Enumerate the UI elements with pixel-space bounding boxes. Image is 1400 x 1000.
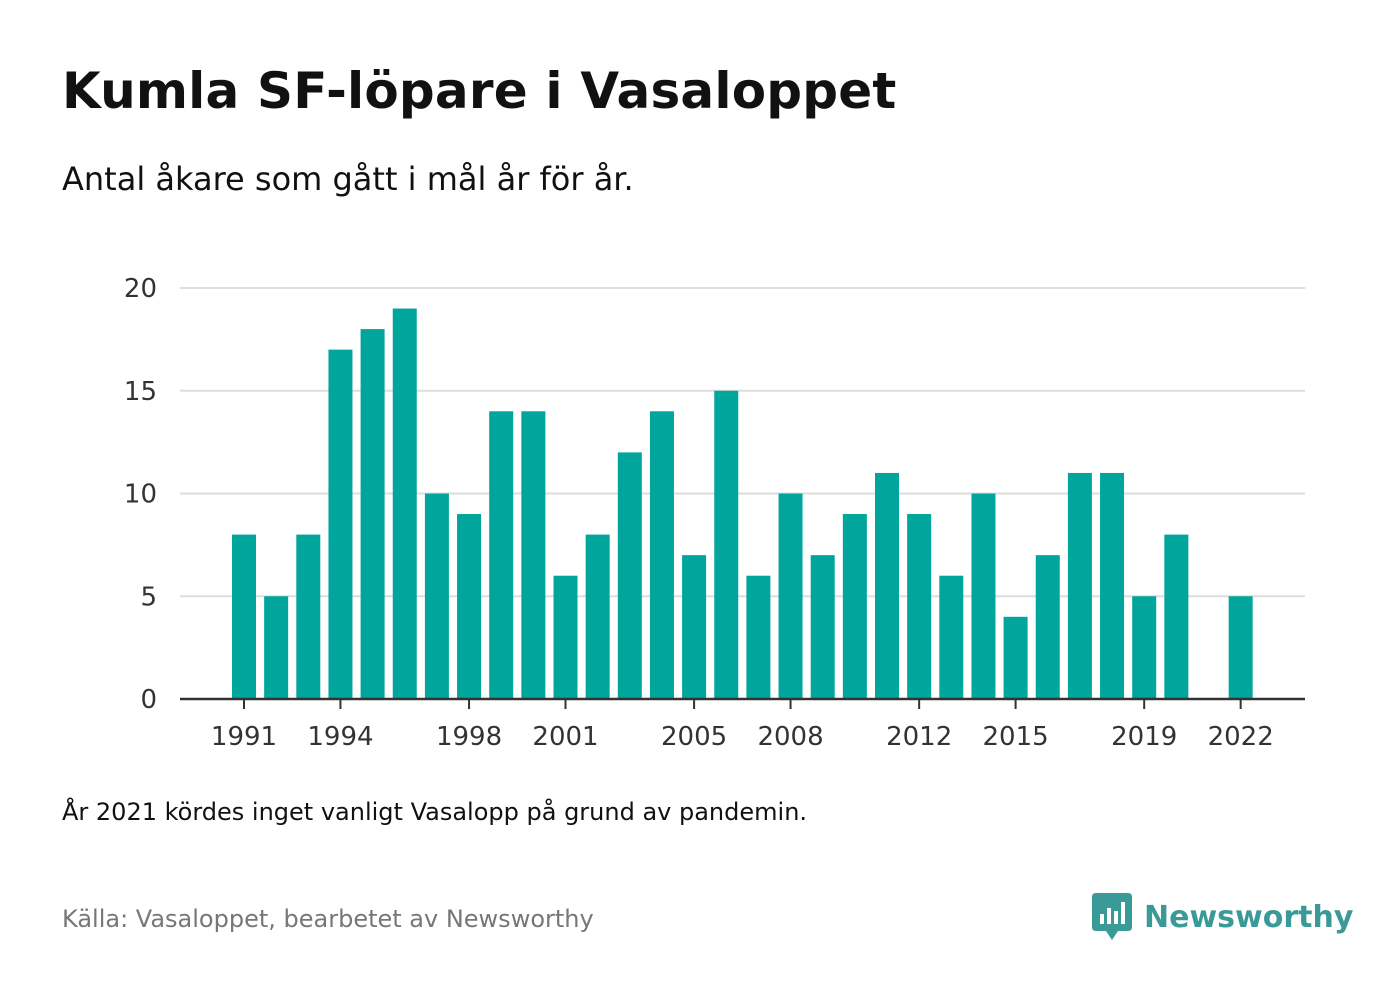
bar bbox=[553, 575, 578, 699]
x-tick-label: 1994 bbox=[307, 722, 373, 752]
bar bbox=[296, 534, 321, 699]
y-tick-label: 20 bbox=[124, 274, 157, 304]
bar bbox=[939, 575, 964, 699]
bar bbox=[424, 493, 449, 699]
x-tick-label: 1991 bbox=[211, 722, 277, 752]
y-tick-label: 15 bbox=[124, 377, 157, 407]
source-text: Källa: Vasaloppet, bearbetet av Newswort… bbox=[62, 905, 594, 933]
bars bbox=[232, 308, 1253, 699]
y-tick-label: 5 bbox=[140, 582, 157, 612]
bar bbox=[1132, 596, 1157, 699]
bar bbox=[842, 514, 867, 699]
footnote: År 2021 kördes inget vanligt Vasalopp på… bbox=[62, 798, 808, 826]
bar bbox=[971, 493, 996, 699]
bar bbox=[746, 575, 771, 699]
bar bbox=[1003, 616, 1028, 699]
bar bbox=[1228, 596, 1253, 699]
bar bbox=[392, 308, 417, 699]
bar bbox=[360, 329, 385, 699]
bar bbox=[907, 514, 932, 699]
x-axis-ticks: 1991 1994 1998 2001 2005 2008 2012 2015 2019 2022 bbox=[211, 699, 1274, 752]
bar bbox=[328, 349, 353, 699]
x-tick-label: 2005 bbox=[661, 722, 727, 752]
chart-title: Kumla SF-löpare i Vasaloppet bbox=[62, 62, 897, 120]
x-tick-label: 2008 bbox=[757, 722, 823, 752]
bar bbox=[1067, 472, 1092, 699]
bar bbox=[714, 390, 739, 699]
bar bbox=[682, 555, 707, 699]
x-tick-label: 2022 bbox=[1208, 722, 1274, 752]
bar bbox=[1100, 472, 1125, 699]
chart-subtitle: Antal åkare som gått i mål år för år. bbox=[62, 160, 634, 198]
x-tick-label: 1998 bbox=[436, 722, 502, 752]
y-axis-ticks: 0 5 10 15 20 bbox=[124, 274, 157, 715]
bar bbox=[264, 596, 289, 699]
bar bbox=[521, 411, 546, 699]
bar bbox=[875, 472, 899, 699]
brand-name: Newsworthy bbox=[1144, 899, 1354, 935]
newsworthy-logo-icon bbox=[1092, 893, 1132, 940]
y-tick-label: 0 bbox=[140, 685, 157, 715]
y-tick-label: 10 bbox=[124, 480, 157, 510]
bar bbox=[649, 411, 674, 699]
x-tick-label: 2001 bbox=[532, 722, 598, 752]
bar bbox=[1164, 534, 1189, 699]
bar bbox=[232, 534, 256, 699]
bar bbox=[778, 493, 803, 699]
bar bbox=[457, 514, 482, 699]
x-tick-label: 2012 bbox=[886, 722, 952, 752]
bar-chart: 0 5 10 15 20 1991 1994 1998 2001 2005 2008 2012 201… bbox=[124, 274, 1305, 752]
x-tick-label: 2015 bbox=[983, 722, 1049, 752]
bar bbox=[810, 555, 835, 699]
bar bbox=[585, 534, 610, 699]
brand-logo: Newsworthy bbox=[1092, 893, 1353, 941]
bar bbox=[489, 411, 514, 699]
bar bbox=[617, 452, 642, 699]
bar bbox=[1035, 555, 1060, 699]
x-tick-label: 2019 bbox=[1111, 722, 1177, 752]
